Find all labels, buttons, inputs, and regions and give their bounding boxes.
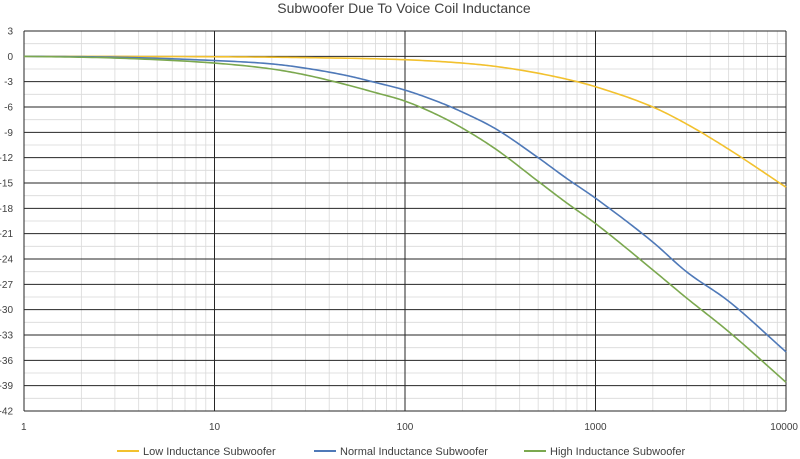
series-line-1 — [23, 55, 787, 353]
x-tick-label: 10000 — [770, 422, 798, 433]
y-tick-label: -12 — [0, 153, 13, 164]
y-tick-label: -39 — [0, 381, 13, 392]
x-tick-label: 10 — [209, 422, 221, 433]
y-tick-label: -15 — [0, 179, 13, 190]
y-tick-label: -36 — [0, 356, 13, 367]
legend-label: Normal Inductance Subwoofer — [340, 446, 488, 458]
x-tick-label: 1 — [21, 422, 27, 433]
y-tick-label: -33 — [0, 331, 13, 342]
series-line-2 — [23, 55, 787, 383]
y-tick-label: -18 — [0, 204, 13, 215]
y-tick-label: -27 — [0, 280, 13, 291]
y-tick-label: -21 — [0, 229, 13, 240]
y-tick-label: 0 — [7, 52, 13, 63]
y-tick-label: -9 — [4, 128, 13, 139]
legend-label: High Inductance Subwoofer — [550, 446, 685, 458]
y-tick-label: -24 — [0, 255, 13, 266]
y-tick-label: -30 — [0, 305, 13, 316]
x-axis-ticks: 1 10 100 1000 10000 — [21, 422, 798, 433]
legend-label: Low Inductance Subwoofer — [143, 446, 276, 458]
series-line-0 — [23, 55, 787, 188]
x-tick-label: 1000 — [584, 422, 607, 433]
legend: Low Inductance Subwoofer Normal Inductanc… — [117, 446, 685, 458]
y-tick-label: -42 — [0, 407, 13, 418]
grid — [23, 30, 787, 412]
y-tick-label: -3 — [4, 77, 13, 88]
y-tick-label: 3 — [7, 27, 13, 38]
y-tick-label: -6 — [4, 103, 13, 114]
chart-title: Subwoofer Due To Voice Coil Inductance — [277, 0, 531, 16]
series-lines — [23, 55, 787, 383]
y-axis-ticks: 3 0 -3 -6 -9 -12 -15 -18 -21 -24 -27 -30 -33 -36 -39 -4… — [0, 27, 13, 418]
x-tick-label: 100 — [397, 422, 414, 433]
